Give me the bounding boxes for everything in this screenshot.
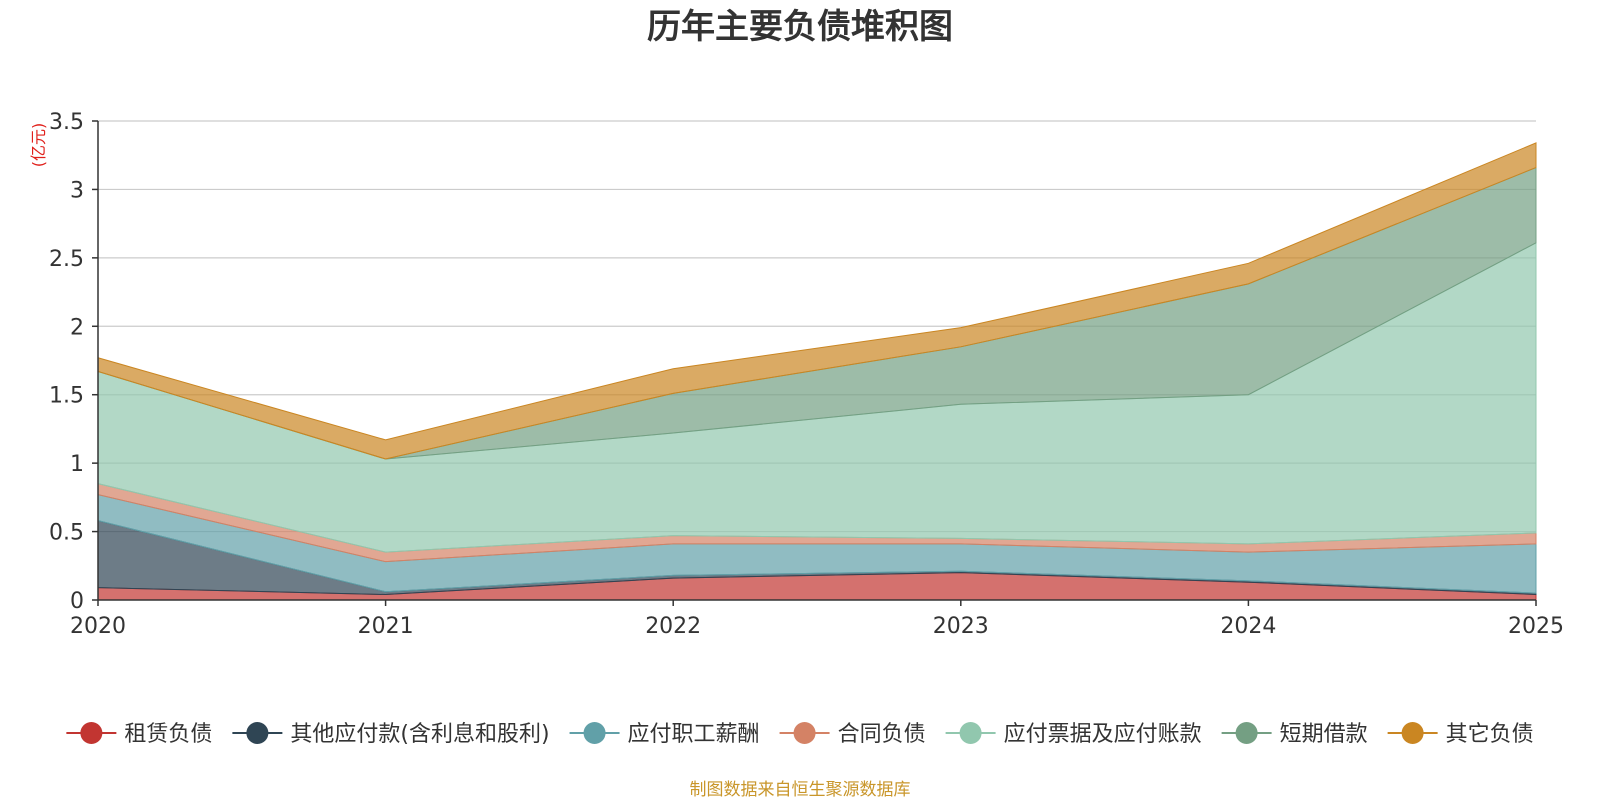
legend-circle-icon (80, 722, 103, 744)
x-tick-label: 2022 (645, 614, 701, 639)
data-source-note: 制图数据来自恒生聚源数据库 (690, 780, 911, 800)
legend-item-0[interactable]: 租赁负债 (66, 722, 212, 747)
y-tick-label: 1.5 (49, 384, 84, 409)
legend-circle-icon (1235, 722, 1258, 744)
area-series (97, 142, 1537, 601)
legend[interactable]: 租赁负债 其他应付款(含利息和股利) 应付职工薪酬 合同负债 应付票据及应付账款 短期借款… (66, 722, 1534, 747)
legend-circle-icon (583, 722, 606, 744)
chart-title: 历年主要负债堆积图 (647, 7, 953, 47)
axes: 0 0.5 1 1.5 2 2.5 3 3.5 2020 2021 2022 2023 2024 2025 (49, 110, 1564, 639)
y-tick-label: 0 (70, 589, 84, 614)
legend-label: 其他应付款(含利息和股利) (290, 722, 549, 747)
legend-label: 租赁负债 (124, 722, 212, 747)
legend-item-2[interactable]: 应付职工薪酬 (569, 722, 760, 747)
legend-item-1[interactable]: 其他应付款(含利息和股利) (232, 722, 550, 747)
legend-circle-icon (246, 722, 269, 744)
x-tick-label: 2023 (933, 614, 989, 639)
legend-item-5[interactable]: 短期借款 (1221, 722, 1368, 747)
area-series-6 (97, 142, 1537, 460)
x-tick-label: 2020 (70, 614, 126, 639)
y-tick-label: 1 (70, 452, 84, 477)
legend-circle-icon (1401, 722, 1424, 744)
x-tick-label: 2025 (1508, 614, 1564, 639)
x-tick-label: 2021 (358, 614, 414, 639)
y-tick-label: 3 (70, 178, 84, 203)
y-tick-label: 3.5 (49, 110, 84, 135)
legend-label: 合同负债 (838, 722, 926, 747)
y-tick-label: 0.5 (49, 521, 84, 546)
legend-item-3[interactable]: 合同负债 (779, 722, 926, 747)
legend-label: 应付职工薪酬 (628, 722, 760, 747)
legend-label: 短期借款 (1280, 722, 1368, 747)
legend-label: 应付票据及应付账款 (1004, 722, 1202, 747)
y-tick-label: 2 (70, 315, 84, 340)
legend-circle-icon (793, 722, 816, 744)
x-tick-label: 2024 (1220, 614, 1276, 639)
legend-item-4[interactable]: 应付票据及应付账款 (945, 722, 1202, 747)
legend-item-6[interactable]: 其它负债 (1387, 722, 1534, 747)
y-tick-label: 2.5 (49, 247, 84, 272)
legend-label: 其它负债 (1446, 722, 1534, 747)
y-axis-unit-label: (亿元) (29, 123, 48, 168)
legend-circle-icon (959, 722, 982, 744)
